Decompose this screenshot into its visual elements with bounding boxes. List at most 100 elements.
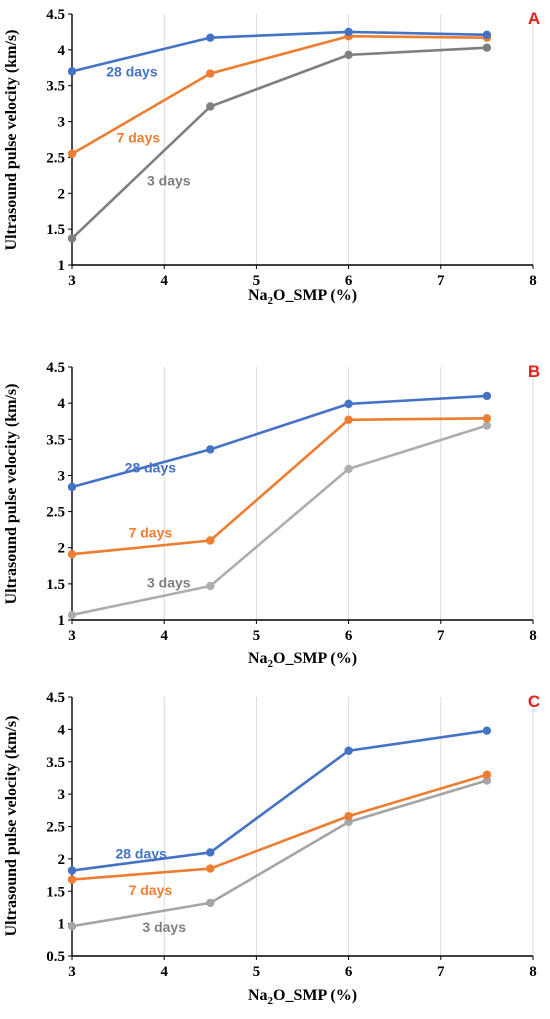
x-tick-label: 8 [529, 628, 537, 644]
y-tick-label: 3 [58, 468, 66, 484]
x-axis-title-rest: O_SMP (%) [273, 987, 357, 1004]
series-line-3-days [71, 424, 488, 617]
data-point-7-days [482, 770, 492, 779]
series-line-28-days [71, 394, 487, 489]
data-point-3-days [482, 421, 492, 430]
panel-label: C [528, 692, 540, 711]
data-point-28-days [344, 399, 353, 409]
y-tick-label: 2 [58, 852, 66, 868]
data-point-7-days [344, 415, 353, 424]
x-axis-title: Na2O_SMP (%) [248, 287, 357, 307]
x-axis-title-main: Na [248, 650, 268, 667]
y-tick-label: 2.5 [46, 150, 65, 166]
y-tick-label: 2.5 [46, 505, 65, 521]
data-point-7-days [67, 550, 77, 559]
data-point-3-days [67, 234, 77, 243]
panel-label: A [528, 9, 540, 28]
x-tick-label: 7 [437, 964, 445, 980]
x-tick-label: 8 [529, 964, 537, 980]
data-point-7-days [206, 864, 215, 873]
y-tick-label: 3.5 [46, 79, 65, 95]
x-axis-title: Na2O_SMP (%) [248, 650, 357, 670]
data-point-7-days [206, 69, 215, 78]
data-point-28-days [482, 391, 492, 401]
y-tick-label: 1 [58, 258, 66, 274]
series-label-7-days: 7 days [129, 882, 173, 898]
y-tick-label: 1 [58, 613, 66, 629]
y-tick-label: 4.5 [46, 360, 65, 376]
data-point-28-days [344, 27, 353, 37]
data-point-7-days [67, 149, 77, 159]
y-tick-label: 1.5 [46, 222, 65, 238]
data-point-28-days [206, 848, 215, 857]
x-axis-title-subscript: 2 [268, 295, 274, 307]
y-tick-label: 3.5 [46, 432, 65, 448]
data-point-28-days [206, 445, 215, 454]
series-label-7-days: 7 days [129, 525, 173, 541]
y-tick-label: 3 [58, 787, 66, 803]
data-point-28-days [482, 726, 492, 735]
data-point-3-days [344, 50, 353, 60]
y-tick-label: 4.5 [46, 7, 65, 23]
y-axis-title: Ultrasound pulse velocity (km/s) [3, 384, 20, 605]
data-point-3-days [206, 898, 215, 908]
data-point-3-days [344, 464, 353, 474]
x-tick-label: 4 [160, 628, 168, 644]
y-axis-title: Ultrasound pulse velocity (km/s) [3, 30, 20, 251]
y-tick-label: 2 [58, 186, 66, 202]
y-tick-label: 1.5 [46, 577, 65, 593]
x-tick-label: 7 [437, 273, 445, 289]
series-line-7-days [71, 417, 487, 556]
data-point-3-days [206, 581, 215, 591]
x-tick-label: 6 [345, 964, 353, 980]
series-label-7-days: 7 days [117, 129, 161, 145]
data-point-3-days [482, 776, 492, 785]
data-point-3-days [344, 817, 353, 827]
y-tick-label: 0.5 [46, 949, 65, 965]
data-point-7-days [67, 875, 77, 884]
x-tick-label: 6 [345, 628, 353, 644]
series-line-3-days [71, 779, 488, 928]
data-point-28-days [344, 746, 353, 755]
x-axis-title-rest: O_SMP (%) [273, 287, 357, 304]
y-tick-label: 4 [58, 396, 66, 412]
y-tick-label: 2.5 [46, 820, 65, 836]
series-label-28-days: 28 days [115, 846, 167, 862]
x-axis-title-subscript: 2 [268, 658, 274, 670]
x-axis-title-subscript: 2 [268, 995, 274, 1007]
x-axis-title-main: Na [248, 287, 268, 304]
x-tick-label: 3 [68, 964, 76, 980]
series-line-7-days [71, 773, 488, 881]
data-point-3-days [482, 43, 492, 52]
x-tick-label: 5 [253, 964, 261, 980]
panel-label: B [528, 362, 540, 381]
x-axis-title-rest: O_SMP (%) [273, 650, 357, 667]
y-tick-label: 3.5 [46, 755, 65, 771]
x-axis-title-main: Na [248, 987, 268, 1004]
data-point-28-days [67, 67, 77, 76]
y-tick-label: 1 [58, 917, 66, 933]
y-tick-label: 4 [58, 722, 66, 738]
data-point-3-days [67, 610, 77, 620]
x-axis-title: Na2O_SMP (%) [248, 987, 357, 1007]
y-tick-label: 4.5 [46, 690, 65, 706]
series-label-28-days: 28 days [106, 63, 158, 79]
x-tick-label: 8 [529, 273, 537, 289]
series-line-3-days [71, 46, 487, 240]
y-tick-label: 1.5 [46, 884, 65, 900]
data-point-28-days [67, 866, 77, 875]
series-label-3-days: 3 days [147, 172, 191, 188]
series-line-28-days [71, 729, 488, 872]
series-label-3-days: 3 days [142, 919, 186, 935]
x-tick-label: 3 [68, 628, 76, 644]
y-tick-label: 3 [58, 115, 66, 131]
x-tick-label: 3 [68, 273, 76, 289]
x-tick-label: 4 [160, 273, 168, 289]
x-tick-label: 6 [345, 273, 353, 289]
data-point-28-days [482, 30, 492, 39]
y-tick-label: 2 [58, 541, 66, 557]
